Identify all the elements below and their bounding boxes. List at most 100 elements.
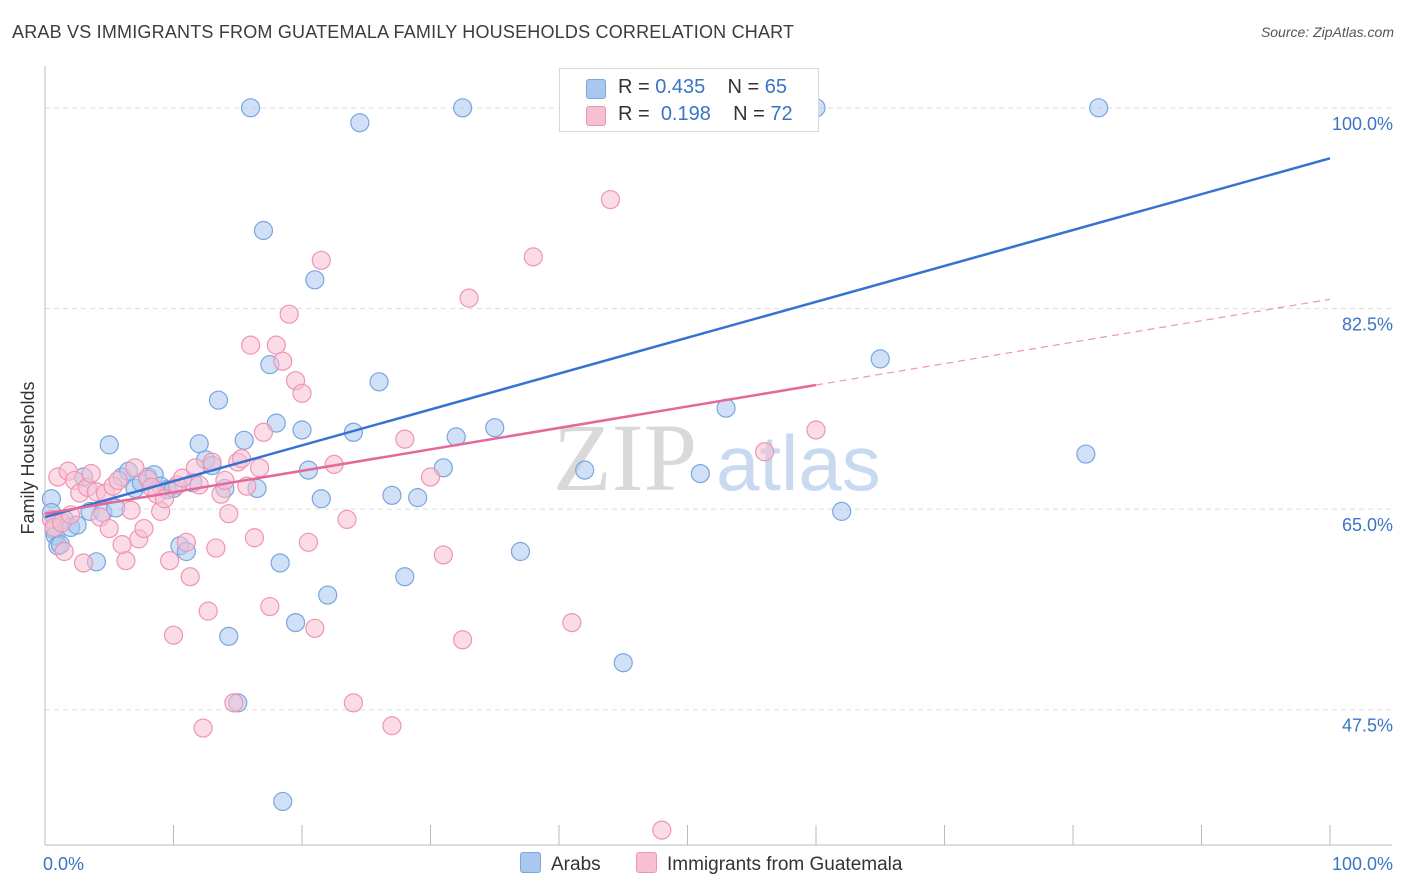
guatemala-point [219,504,239,524]
guatemala-point [273,351,293,371]
y-tick-label: 100.0% [1332,114,1393,134]
guatemala-point [224,693,244,713]
arab-point [1089,98,1109,118]
guatemala-point [112,535,132,555]
legend-item-guatemala[interactable]: Immigrants from Guatemala [636,852,902,876]
arab-point [208,390,229,410]
guatemala-point [652,820,672,840]
guatemala-point [193,718,213,738]
guatemala-point [163,625,184,645]
guatemala-point [260,596,280,617]
tick-labels: 100.0% 82.5% 65.0% 47.5% 0.0% 100.0% [43,114,1393,874]
arab-point [234,430,254,450]
arab-point [311,489,331,509]
arab-point [241,98,261,118]
guatemala-point [244,528,265,548]
arab-point [832,501,852,521]
guatemala-point [108,470,128,491]
guatemala-point [343,693,363,713]
guatemala-point [206,538,226,558]
guatemala-point [54,541,74,562]
guatemala-points [41,189,826,840]
guatemala-point [160,551,180,571]
guatemala-trend-line [44,383,817,515]
arab-point [305,270,325,290]
arab-point [395,567,415,587]
arab-point [453,98,473,118]
watermark: ZIP atlas [553,404,881,511]
guatemala-point [298,532,319,552]
guatemala-point [523,247,543,267]
axes [44,66,1392,846]
guatemala-swatch [586,106,606,126]
series-legend: Arabs Immigrants from Guatemala [0,852,1406,878]
correlation-legend: R = 0.435 N = 65 R = 0.198 N = 72 [559,68,819,132]
guatemala-point [754,442,775,462]
guatemala-point [81,463,101,484]
arab-point [382,485,402,505]
watermark-atlas: atlas [716,419,881,507]
y-tick-label: 65.0% [1342,515,1393,535]
guatemala-point [806,420,826,440]
arab-point [690,463,710,484]
guatemala-point [453,630,473,650]
guatemala-point [241,335,261,355]
arab-point [575,460,595,480]
legend-r-value: 0.198 [660,103,711,125]
guatemala-point [215,470,235,491]
arab-point [870,349,890,369]
guatemala-point [116,551,136,571]
arab-point [219,626,239,646]
guatemala-point [420,467,441,487]
arab-point [273,791,293,812]
arab-point [350,113,370,133]
arab-point [189,434,209,454]
guatemala-point [292,383,312,403]
y-axis-label: Family Households [18,381,38,534]
arab-point [613,653,633,673]
arab-point [510,541,531,562]
guatemala-point [121,500,141,520]
guatemala-point [311,250,331,270]
legend-label-guatemala: Immigrants from Guatemala [667,854,903,875]
guatemala-swatch [636,852,657,873]
legend-label-arabs: Arabs [551,854,601,875]
legend-n-label: N = [733,103,765,125]
legend-n-label: N = [727,76,760,98]
y-tick-label: 82.5% [1342,314,1393,334]
guatemala-point [99,518,119,539]
data-points [41,98,1109,840]
guatemala-point [433,545,453,565]
chart-title: ARAB VS IMMIGRANTS FROM GUATEMALA FAMILY… [12,22,795,42]
guatemala-point [73,553,94,573]
guatemala-point [337,509,357,530]
guatemala-point [134,518,154,539]
arab-point [1076,444,1096,464]
legend-item-arabs[interactable]: Arabs [520,852,601,876]
legend-n-value: 72 [770,103,793,125]
guatemala-trend-extension [815,298,1331,386]
arab-point [285,612,306,633]
arab-point [408,488,428,508]
guatemala-point [459,288,479,308]
guatemala-point [253,422,274,442]
legend-r-label: R = [618,76,650,98]
arab-point [369,372,389,392]
guatemala-point [249,458,270,478]
legend-n-value: 65 [764,76,788,98]
x-tick-label: 100.0% [1332,854,1393,874]
trend-lines [44,157,1331,519]
guatemala-point [189,475,209,495]
watermark-zip: ZIP [553,404,697,511]
guatemala-point [279,304,299,324]
guatemala-point [395,429,415,449]
y-tick-label: 47.5% [1342,716,1393,736]
arab-point [292,420,312,440]
guatemala-point [176,532,196,552]
guatemala-point [198,601,218,621]
guatemala-point [382,716,402,736]
arab-point [318,585,338,605]
guatemala-point [562,612,582,633]
source-credit: Source: ZipAtlas.com [1260,24,1394,40]
